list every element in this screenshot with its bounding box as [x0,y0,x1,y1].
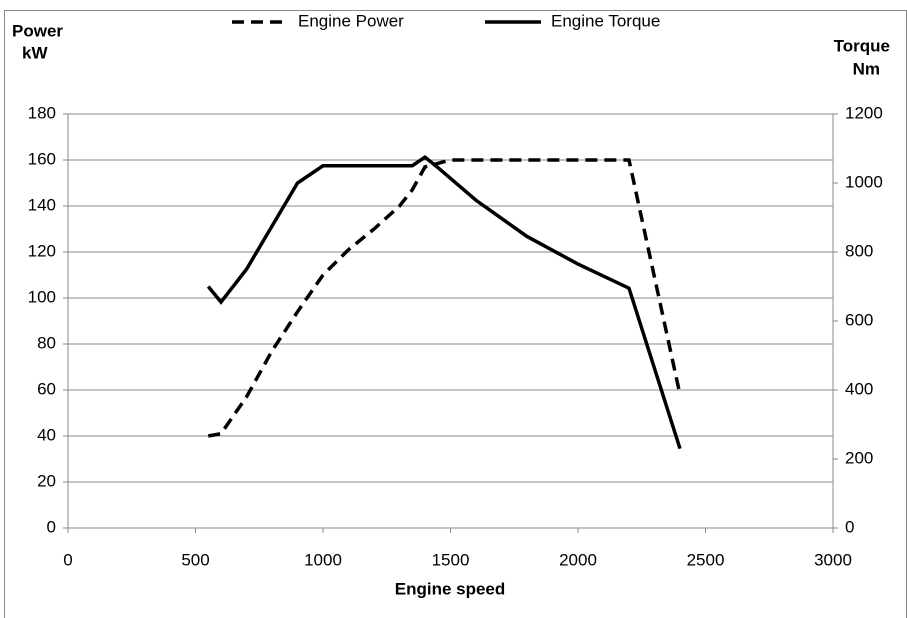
y2-tick-label: 0 [845,517,854,536]
y2-tick-label: 1200 [845,103,883,122]
y-axis-unit: kW [22,43,48,62]
x-tick-label: 2000 [559,550,597,569]
y-tick-label: 180 [28,103,56,122]
y2-axis-title: Torque [834,36,890,55]
x-tick-label: 1000 [304,550,342,569]
legend-label: Engine Power [298,11,404,30]
y-tick-label: 0 [47,517,56,536]
y2-tick-label: 1000 [845,172,883,191]
y-tick-label: 100 [28,287,56,306]
x-tick-label: 0 [63,550,72,569]
y-tick-label: 40 [37,425,56,444]
y-tick-label: 120 [28,241,56,260]
y2-tick-label: 200 [845,448,873,467]
x-tick-label: 3000 [814,550,852,569]
series-line [207,158,682,438]
x-tick-label: 1500 [432,550,470,569]
y2-tick-label: 400 [845,379,873,398]
y-tick-label: 80 [37,333,56,352]
y-tick-label: 60 [37,379,56,398]
x-axis-title: Engine speed [395,579,506,598]
x-tick-label: 2500 [687,550,725,569]
x-tick-label: 500 [181,550,209,569]
y-tick-label: 20 [37,471,56,490]
chart-border [4,10,907,618]
y2-tick-label: 600 [845,310,873,329]
y-tick-label: 160 [28,149,56,168]
y2-tick-label: 800 [845,241,873,260]
y-tick-label: 140 [28,195,56,214]
y2-axis-unit: Nm [853,59,880,78]
legend-label: Engine Torque [551,11,660,30]
y-axis-title: Power [12,21,63,40]
series-line [206,154,682,450]
